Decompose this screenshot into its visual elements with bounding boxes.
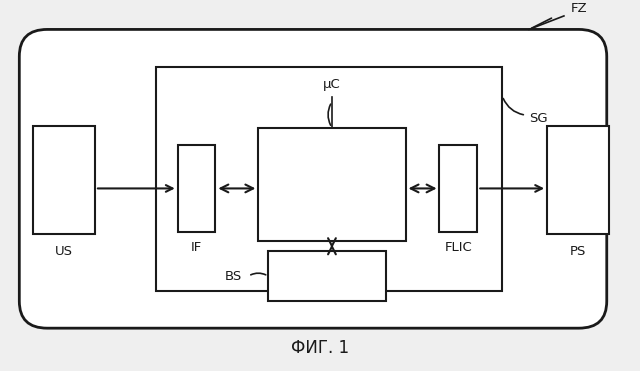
Text: FZ: FZ xyxy=(571,2,588,15)
Text: PS: PS xyxy=(570,245,586,258)
Text: FLIC: FLIC xyxy=(445,242,472,255)
Bar xyxy=(178,145,216,232)
Bar xyxy=(156,67,502,290)
Bar xyxy=(33,126,95,234)
Bar xyxy=(440,145,477,232)
FancyBboxPatch shape xyxy=(19,29,607,328)
Bar xyxy=(547,126,609,234)
Text: IF: IF xyxy=(191,242,202,255)
Text: ФИГ. 1: ФИГ. 1 xyxy=(291,339,349,357)
Text: SG: SG xyxy=(529,112,548,125)
Text: μC: μC xyxy=(323,78,341,91)
Text: BS: BS xyxy=(225,270,243,283)
Bar xyxy=(259,128,406,242)
Bar xyxy=(268,251,386,301)
Text: US: US xyxy=(55,245,73,258)
